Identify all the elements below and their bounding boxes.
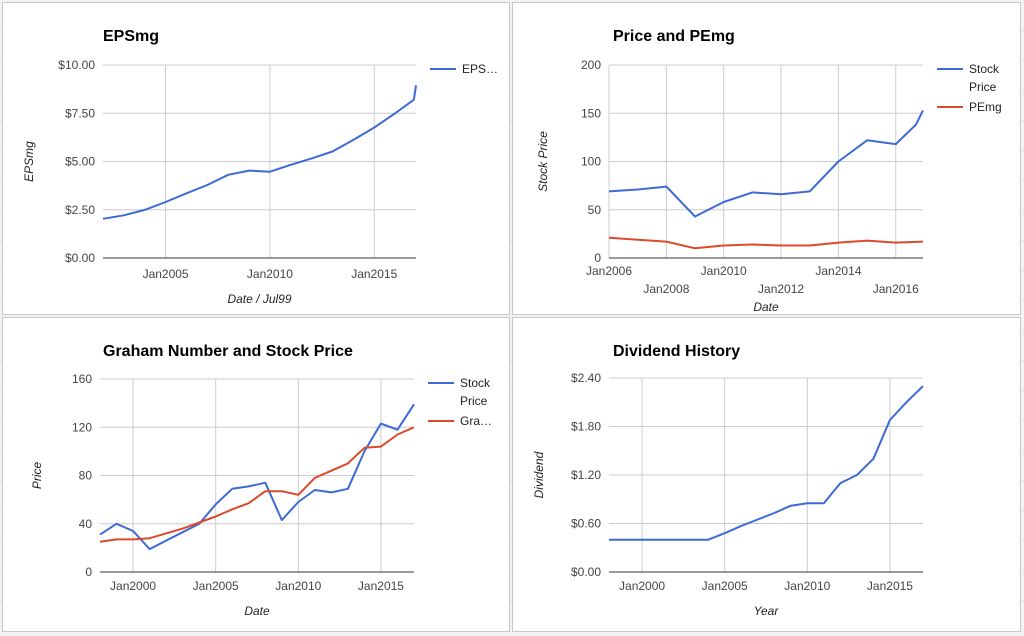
- y-tick-label: 150: [581, 106, 601, 120]
- y-tick-label: $5.00: [65, 155, 95, 169]
- x-tick-label: Jan2005: [193, 579, 239, 593]
- chart-title: Dividend History: [613, 343, 740, 360]
- x-tick-label: Jan2015: [867, 579, 913, 593]
- x-tick-label: Jan2015: [351, 267, 397, 281]
- series-line-stock-price: [608, 109, 924, 218]
- price-pemg-chart: 0 50 100 150 200 Jan2006 Jan2008 Jan2010 Jan2012…: [536, 28, 1002, 314]
- y-tick-label: $0.00: [65, 251, 95, 265]
- chart-title: EPSmg: [103, 28, 159, 45]
- chart-title: Price and PEmg: [613, 28, 735, 45]
- y-tick-label: $1.80: [571, 420, 601, 434]
- x-tick-label: Jan2000: [110, 579, 156, 593]
- y-tick-label: $2.50: [65, 203, 95, 217]
- chart-panel-graham: 0 40 80 120 160 Jan2000 Jan2005 Jan2010 Jan2015 G…: [2, 317, 510, 632]
- y-tick-label: 0: [85, 565, 92, 579]
- y-axis-label: EPSmg: [22, 141, 36, 182]
- series-line-gra: [99, 426, 415, 543]
- series-line-eps: [102, 85, 417, 220]
- legend-label: EPS…: [462, 62, 498, 76]
- chart-panel-dividend: $0.00 $0.60 $1.20 $1.80 $2.40 Jan2000 Jan2005 J…: [512, 317, 1021, 632]
- x-tick-label: Jan2000: [619, 579, 665, 593]
- y-tick-label: 40: [79, 517, 93, 531]
- x-axis-label: Year: [754, 604, 780, 618]
- x-tick-label: Jan2005: [143, 267, 189, 281]
- legend-label: Gra…: [460, 414, 492, 428]
- chart-title: Graham Number and Stock Price: [103, 343, 353, 360]
- x-tick-label: Jan2006: [586, 264, 632, 278]
- graham-chart: 0 40 80 120 160 Jan2000 Jan2005 Jan2010 Jan2015 G…: [30, 343, 492, 618]
- y-tick-label: 200: [581, 58, 601, 72]
- y-tick-label: $0.60: [571, 517, 601, 531]
- y-tick-label: 0: [594, 251, 601, 265]
- series-line-pemg: [608, 236, 924, 250]
- epsmg-chart: $0.00 $2.50 $5.00 $7.50 $10.00 Jan2005 Jan2010…: [22, 28, 498, 306]
- x-tick-label: Jan2010: [247, 267, 293, 281]
- x-tick-label: Jan2016: [873, 282, 919, 296]
- x-axis-label: Date: [244, 604, 270, 618]
- x-axis-label: Date: [753, 300, 779, 314]
- legend-label: PEmg: [969, 100, 1002, 114]
- y-axis-label: Dividend: [532, 451, 546, 498]
- y-tick-label: $0.00: [571, 565, 601, 579]
- chart-panel-epsmg: $0.00 $2.50 $5.00 $7.50 $10.00 Jan2005 Jan2010…: [2, 2, 510, 315]
- series-line-series-0: [609, 385, 924, 541]
- y-tick-label: $7.50: [65, 106, 95, 120]
- series-line-stock-price: [99, 403, 415, 551]
- x-tick-label: Jan2005: [702, 579, 748, 593]
- x-tick-label: Jan2015: [358, 579, 404, 593]
- x-tick-label: Jan2008: [643, 282, 689, 296]
- dividend-chart: $0.00 $0.60 $1.20 $1.80 $2.40 Jan2000 Jan2005 J…: [532, 343, 924, 618]
- y-tick-label: 80: [79, 469, 93, 483]
- x-axis-label: Date / Jul99: [227, 292, 291, 306]
- legend-label: Stock Price: [969, 62, 1000, 94]
- y-tick-label: $2.40: [571, 371, 601, 385]
- x-tick-label: Jan2010: [275, 579, 321, 593]
- y-tick-label: $10.00: [58, 58, 95, 72]
- y-tick-label: 160: [72, 372, 92, 386]
- x-tick-label: Jan2010: [701, 264, 747, 278]
- x-tick-label: Jan2012: [758, 282, 804, 296]
- chart-panel-price-pemg: 0 50 100 150 200 Jan2006 Jan2008 Jan2010 Jan2012…: [512, 2, 1021, 315]
- y-axis-label: Stock Price: [536, 131, 550, 192]
- y-tick-label: 120: [72, 420, 92, 434]
- y-tick-label: 50: [588, 203, 602, 217]
- x-tick-label: Jan2014: [815, 264, 861, 278]
- y-tick-label: $1.20: [571, 468, 601, 482]
- x-tick-label: Jan2010: [784, 579, 830, 593]
- y-tick-label: 100: [581, 155, 601, 169]
- legend-label: Stock Price: [460, 376, 491, 408]
- y-axis-label: Price: [30, 462, 44, 490]
